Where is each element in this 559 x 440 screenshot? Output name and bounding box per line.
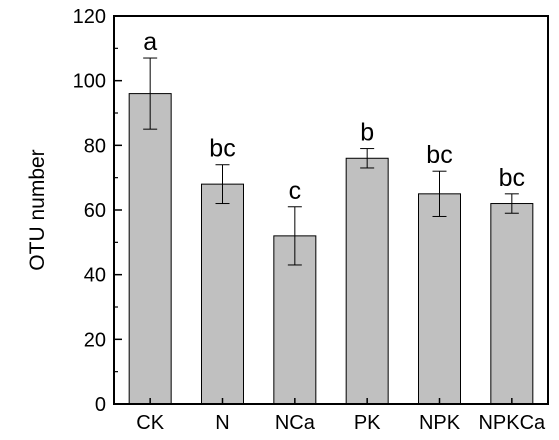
bar-ck bbox=[128, 93, 172, 405]
x-tick-label-nca: NCa bbox=[275, 412, 316, 434]
plot-frame bbox=[113, 15, 549, 405]
y-tick-label-0: 0 bbox=[95, 394, 106, 416]
significance-label-ck: a bbox=[143, 28, 157, 56]
x-tick-label-npk: NPK bbox=[419, 412, 461, 434]
x-tick-label-n: N bbox=[215, 412, 229, 434]
axes-layer: CK N NCa PK NPK NPKCa 0 20 40 60 80 100 120 bbox=[73, 6, 546, 434]
error-bars-layer: a bc c b bc bc bbox=[143, 28, 525, 266]
significance-label-npk: bc bbox=[426, 141, 452, 169]
y-axis-title: OTU number bbox=[26, 149, 49, 270]
significance-label-npkca: bc bbox=[499, 164, 525, 192]
significance-label-pk: b bbox=[360, 119, 374, 147]
y-tick-label-120: 120 bbox=[73, 6, 106, 28]
bar-npkca bbox=[490, 203, 534, 405]
y-tick-label-100: 100 bbox=[73, 71, 106, 93]
bar-npk bbox=[418, 193, 461, 405]
y-tick-label-20: 20 bbox=[84, 329, 106, 351]
x-tick-label-pk: PK bbox=[354, 412, 381, 434]
x-tick-label-npkca: NPKCa bbox=[478, 412, 546, 434]
y-tick-label-40: 40 bbox=[84, 265, 106, 287]
significance-label-n: bc bbox=[209, 135, 235, 163]
y-tick-label-60: 60 bbox=[84, 200, 106, 222]
x-tick-label-ck: CK bbox=[136, 412, 164, 434]
y-tick-label-80: 80 bbox=[84, 135, 106, 157]
significance-label-nca: c bbox=[289, 177, 302, 205]
bars-layer bbox=[128, 93, 534, 405]
bar-pk bbox=[345, 157, 389, 405]
bar-n bbox=[201, 183, 244, 405]
